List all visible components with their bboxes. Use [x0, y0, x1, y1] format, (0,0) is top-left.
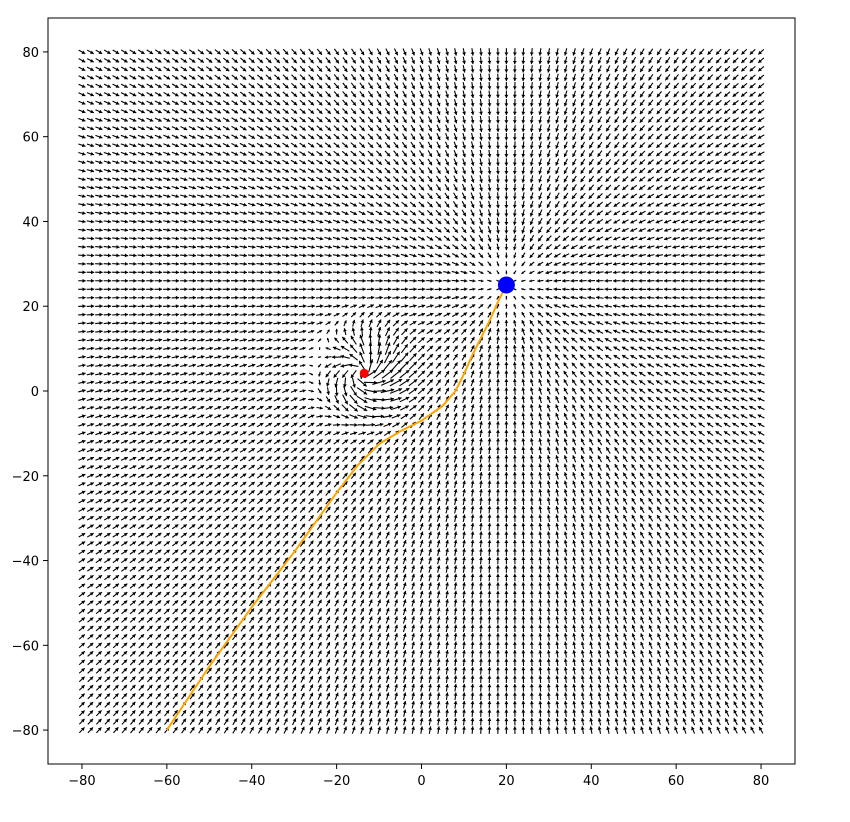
figure-background: [0, 0, 850, 822]
quiver-chart: −80 −60 −40 −20 0 20 40 60 80 −80−60−40−20020406…: [0, 0, 850, 822]
